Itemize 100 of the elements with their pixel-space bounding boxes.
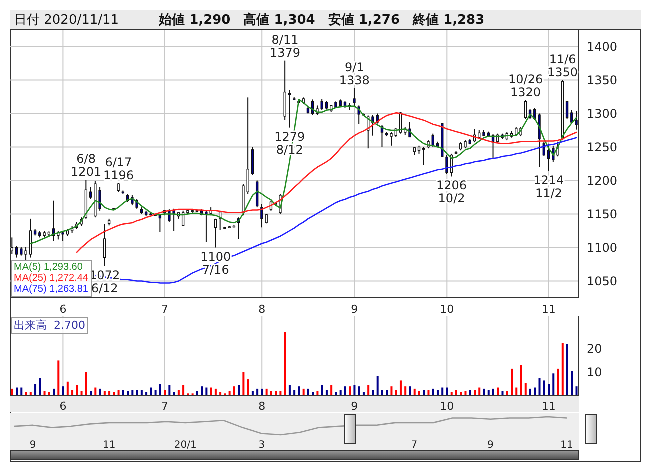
y-tick-label: 10 [587, 366, 602, 380]
annotation: 6/8 1201 [71, 152, 102, 180]
text: MA(25) 1,272.44 [14, 273, 88, 284]
bar [428, 390, 430, 396]
bar [168, 385, 171, 396]
bar [233, 386, 236, 396]
x-tick-label: 8 [258, 400, 266, 413]
bar [340, 390, 342, 396]
candlestick [353, 88, 356, 108]
bar [210, 388, 212, 396]
bar [562, 343, 564, 396]
bar [390, 386, 393, 396]
bar [288, 385, 291, 396]
candlestick [547, 143, 550, 172]
x-tick-label: 3 [258, 440, 266, 452]
bar [516, 388, 518, 396]
y-tick-label: 20 [587, 342, 602, 356]
bar [395, 390, 398, 396]
bar [538, 378, 541, 396]
bar [132, 390, 134, 396]
bar [266, 388, 268, 396]
x-tick-label: 10 [440, 302, 454, 316]
bar [455, 390, 458, 396]
annotation: 10/26 1320 [508, 72, 544, 100]
bar [321, 385, 324, 396]
bar [214, 388, 217, 396]
bar [492, 388, 494, 396]
bar [122, 390, 124, 396]
bar [530, 388, 532, 396]
candlestick [15, 246, 18, 258]
bar [557, 368, 560, 396]
bar [446, 388, 448, 396]
y-tick-label: 1250 [587, 140, 618, 155]
bar [511, 368, 513, 396]
bar [140, 390, 143, 396]
annotation: 1206 10/2 [436, 178, 468, 206]
bar [256, 388, 259, 396]
bar [344, 386, 346, 396]
bar [66, 382, 69, 396]
bar [474, 390, 476, 396]
bar [39, 378, 42, 396]
bar [330, 385, 333, 396]
bar [150, 388, 152, 396]
bar [358, 386, 360, 396]
x-tick-label: 6 [60, 400, 67, 413]
x-tick-label: 7 [161, 302, 168, 316]
annotation: 1214 11/2 [534, 173, 564, 200]
bar [154, 390, 157, 396]
bar [238, 385, 240, 396]
bar [201, 386, 204, 396]
bar [404, 386, 407, 396]
bar [294, 390, 296, 396]
x-tick-label: 6 [60, 302, 67, 316]
candlestick [89, 186, 92, 200]
bar [298, 386, 300, 396]
x-tick-label: 9 [351, 400, 358, 413]
y-tick-label: 1200 [587, 174, 618, 188]
annotation: 1100 7/16 [200, 250, 232, 277]
bar [442, 388, 444, 396]
bar [302, 388, 305, 396]
candlestick [214, 218, 218, 248]
bar [326, 390, 328, 396]
bar [488, 390, 490, 396]
chart-title: 出来高 2.700 [11, 317, 88, 334]
bar [136, 390, 138, 396]
bar [524, 383, 527, 396]
bar [99, 388, 102, 396]
bar [478, 388, 481, 396]
x-tick-label: 11 [542, 302, 556, 316]
bar [552, 374, 555, 396]
bar [206, 388, 208, 396]
bar [247, 380, 250, 396]
bar [284, 332, 286, 396]
bar [261, 388, 264, 396]
bar [386, 390, 388, 396]
bar [548, 384, 550, 396]
y-tick-label: 1100 [587, 241, 618, 256]
candlestick [524, 100, 527, 120]
bar [182, 385, 185, 396]
y-tick-label: 1400 [587, 40, 618, 54]
bar [571, 371, 574, 396]
y-tick-label: 1150 [587, 208, 618, 222]
bar [178, 390, 180, 396]
chart-title: 日付 2020/11/11 [14, 12, 120, 28]
bar [368, 385, 370, 396]
y-tick-label: 1300 [587, 107, 618, 122]
bar [242, 372, 245, 396]
candlestick [29, 218, 32, 258]
bar [576, 386, 578, 396]
x-tick-label: 11 [560, 440, 574, 452]
bar [372, 390, 374, 396]
candlestick [103, 224, 106, 268]
bar [381, 390, 384, 396]
bar [497, 388, 500, 396]
x-tick-label: 9 [30, 440, 36, 452]
text: MA(5) 1,293.60 [14, 262, 84, 273]
annotation: 8/11 1379 [270, 32, 301, 60]
x-tick-label: 7 [161, 400, 168, 413]
bar [307, 388, 310, 396]
bar [16, 388, 18, 396]
